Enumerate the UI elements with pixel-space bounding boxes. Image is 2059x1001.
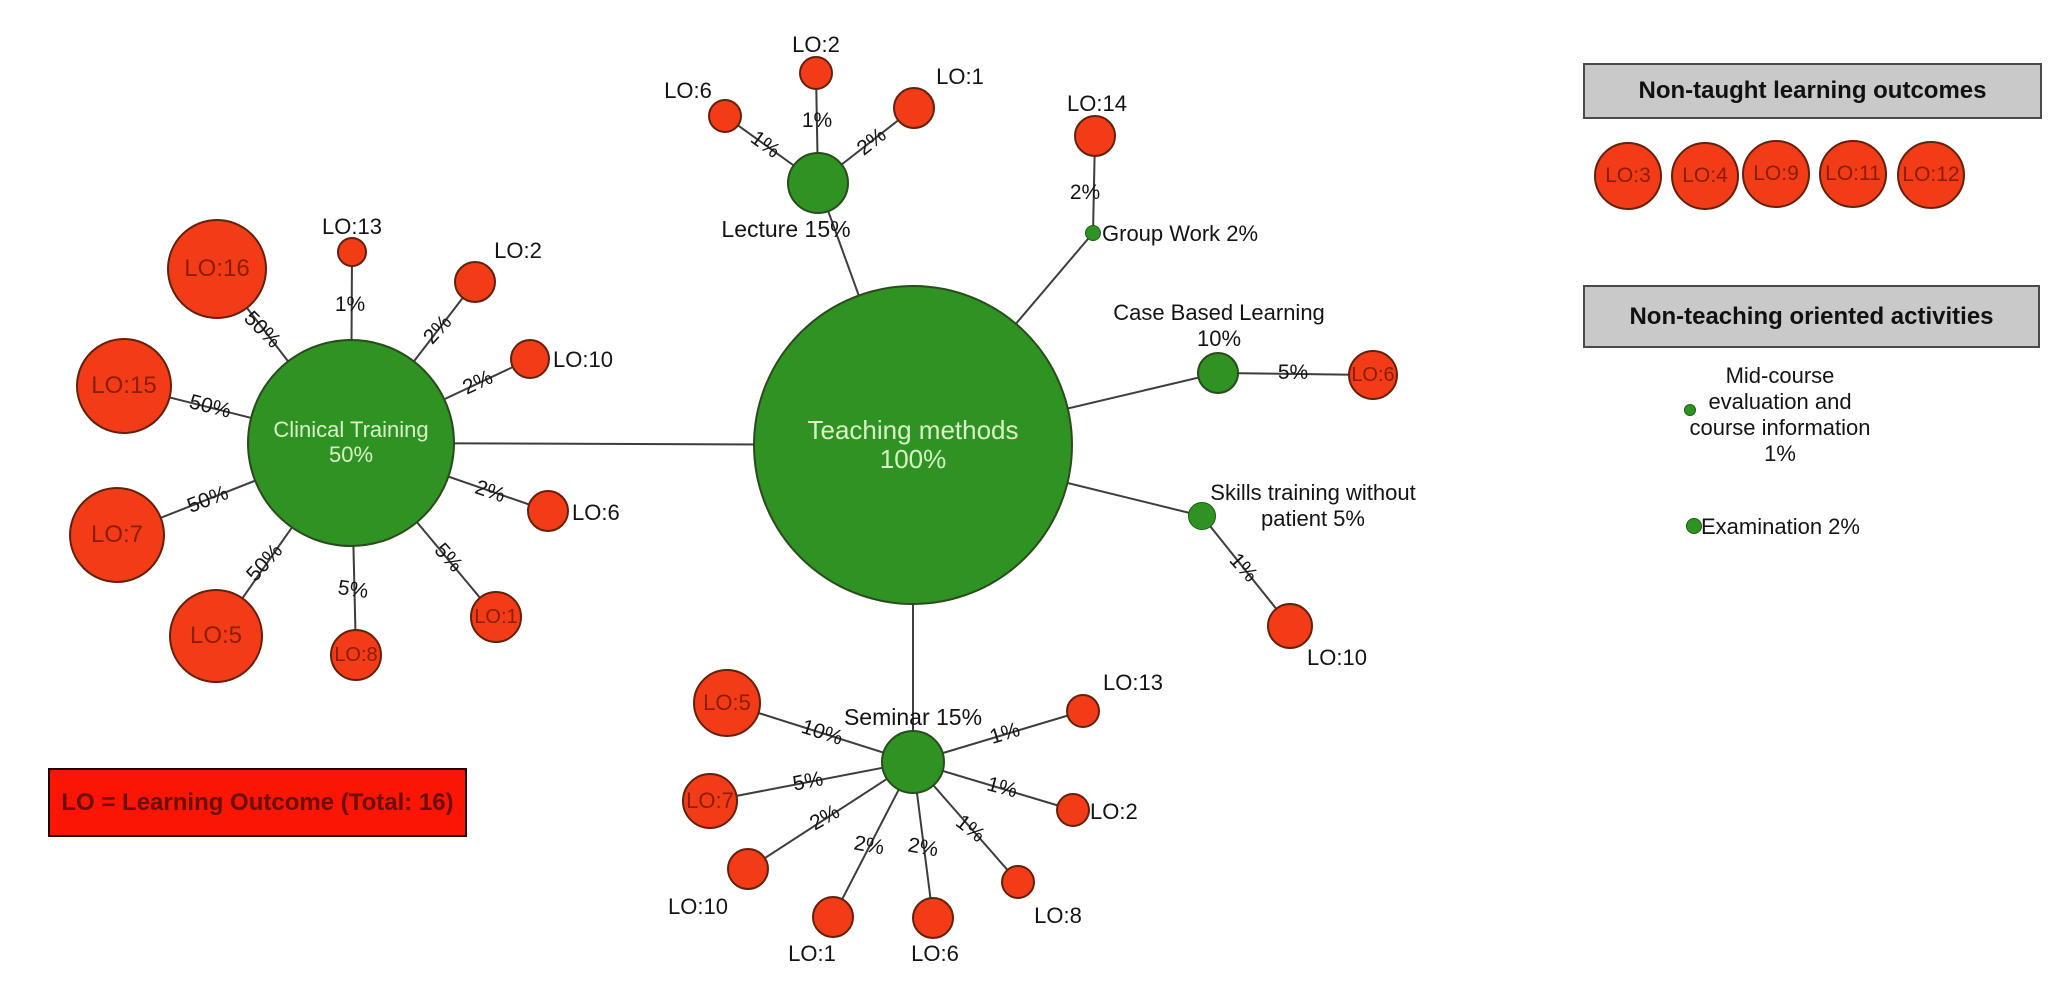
lo-node: LO:6: [1348, 350, 1398, 400]
lo-node: LO:8: [330, 629, 382, 681]
lo-node-label: LO:10: [1307, 645, 1367, 670]
edge-percent: 1%: [801, 109, 833, 132]
midcourse-label: Mid-course evaluation and course informa…: [1689, 363, 1871, 466]
legend-box: LO = Learning Outcome (Total: 16): [48, 768, 467, 837]
lo-node-label: LO:6: [911, 941, 959, 966]
midcourse-node: [1684, 404, 1696, 416]
examination-node: [1686, 518, 1702, 534]
lo-node: LO:12: [1897, 141, 1965, 209]
edge-percent: 2%: [852, 831, 887, 860]
lo-node: LO:7: [682, 773, 738, 829]
lo-node-label: LO:2: [494, 238, 542, 263]
lo-node: LO:7: [69, 487, 165, 583]
lo-node: [708, 99, 742, 133]
lo-node: LO:16: [167, 219, 267, 319]
lo-node-label: LO:8: [1034, 903, 1082, 928]
edge-percent: 5%: [1277, 361, 1309, 384]
edge-percent: 1%: [334, 293, 366, 316]
clinical-training-node: Clinical Training 50%: [247, 339, 455, 547]
lo-node: LO:5: [169, 589, 263, 683]
lo-node: [1056, 793, 1090, 827]
seminar-label: Seminar 15%: [843, 704, 983, 730]
lo-node: LO:9: [1742, 140, 1810, 208]
lo-node-label: LO:14: [1067, 91, 1127, 116]
lo-node-label: LO:2: [792, 32, 840, 57]
edge: [1217, 372, 1374, 376]
skills-training-label: Skills training without patient 5%: [1210, 480, 1416, 531]
edge-percent: 2%: [1069, 181, 1101, 204]
lo-node: LO:4: [1671, 142, 1739, 210]
non-taught-header: Non-taught learning outcomes: [1583, 63, 2042, 119]
case-based-learning-label: Case Based Learning 10%: [1113, 300, 1325, 351]
edge: [709, 761, 914, 802]
group-work-label: Group Work 2%: [1102, 221, 1259, 246]
examination-label: Examination 2%: [1701, 514, 1860, 539]
lo-node: [527, 490, 569, 532]
lo-node: [337, 237, 367, 267]
lo-node: [799, 56, 833, 90]
lo-node-label: LO:10: [668, 894, 728, 919]
edge-percent: 5%: [336, 576, 370, 604]
group-work-node: [1085, 225, 1101, 241]
lo-node: [454, 261, 496, 303]
seminar-node: [881, 730, 945, 794]
lo-node: LO:15: [76, 338, 172, 434]
lo-node: [893, 87, 935, 129]
teaching-methods-percent: 100%: [879, 444, 947, 474]
lo-node: [812, 896, 854, 938]
lo-node-label: LO:6: [664, 78, 712, 103]
lo-node: [1267, 603, 1313, 649]
lo-node: [1066, 694, 1100, 728]
lecture-node: [787, 152, 849, 214]
non-teaching-header: Non-teaching oriented activities: [1583, 285, 2040, 348]
legend-text: LO = Learning Outcome (Total: 16): [61, 788, 454, 816]
lecture-label: Lecture 15%: [721, 216, 851, 242]
teaching-methods-node: Teaching methods 100%: [753, 285, 1073, 605]
lo-node: LO:3: [1594, 142, 1662, 210]
lo-node: LO:5: [693, 669, 761, 737]
lo-node: [912, 897, 954, 939]
lo-node: LO:1: [470, 591, 522, 643]
edge-percent: 2%: [906, 833, 941, 862]
lo-node: [1001, 865, 1035, 899]
lo-node-label: LO:6: [572, 500, 620, 525]
lo-node: [727, 848, 769, 890]
lo-node-label: LO:13: [322, 214, 382, 239]
lo-node-label: LO:2: [1090, 799, 1138, 824]
lo-node: LO:11: [1819, 140, 1887, 208]
skills-training-node: [1188, 502, 1216, 530]
lo-node-label: LO:10: [553, 347, 613, 372]
lo-node-label: LO:1: [788, 941, 836, 966]
clinical-training-label: Clinical Training 50%: [273, 417, 429, 467]
lo-node-label: LO:13: [1103, 670, 1163, 695]
lo-node: [510, 339, 550, 379]
lo-node: [1074, 115, 1116, 157]
lo-node-label: LO:1: [936, 64, 984, 89]
teaching-methods-label: Teaching methods: [807, 414, 1019, 445]
case-based-learning-node: [1197, 352, 1239, 394]
